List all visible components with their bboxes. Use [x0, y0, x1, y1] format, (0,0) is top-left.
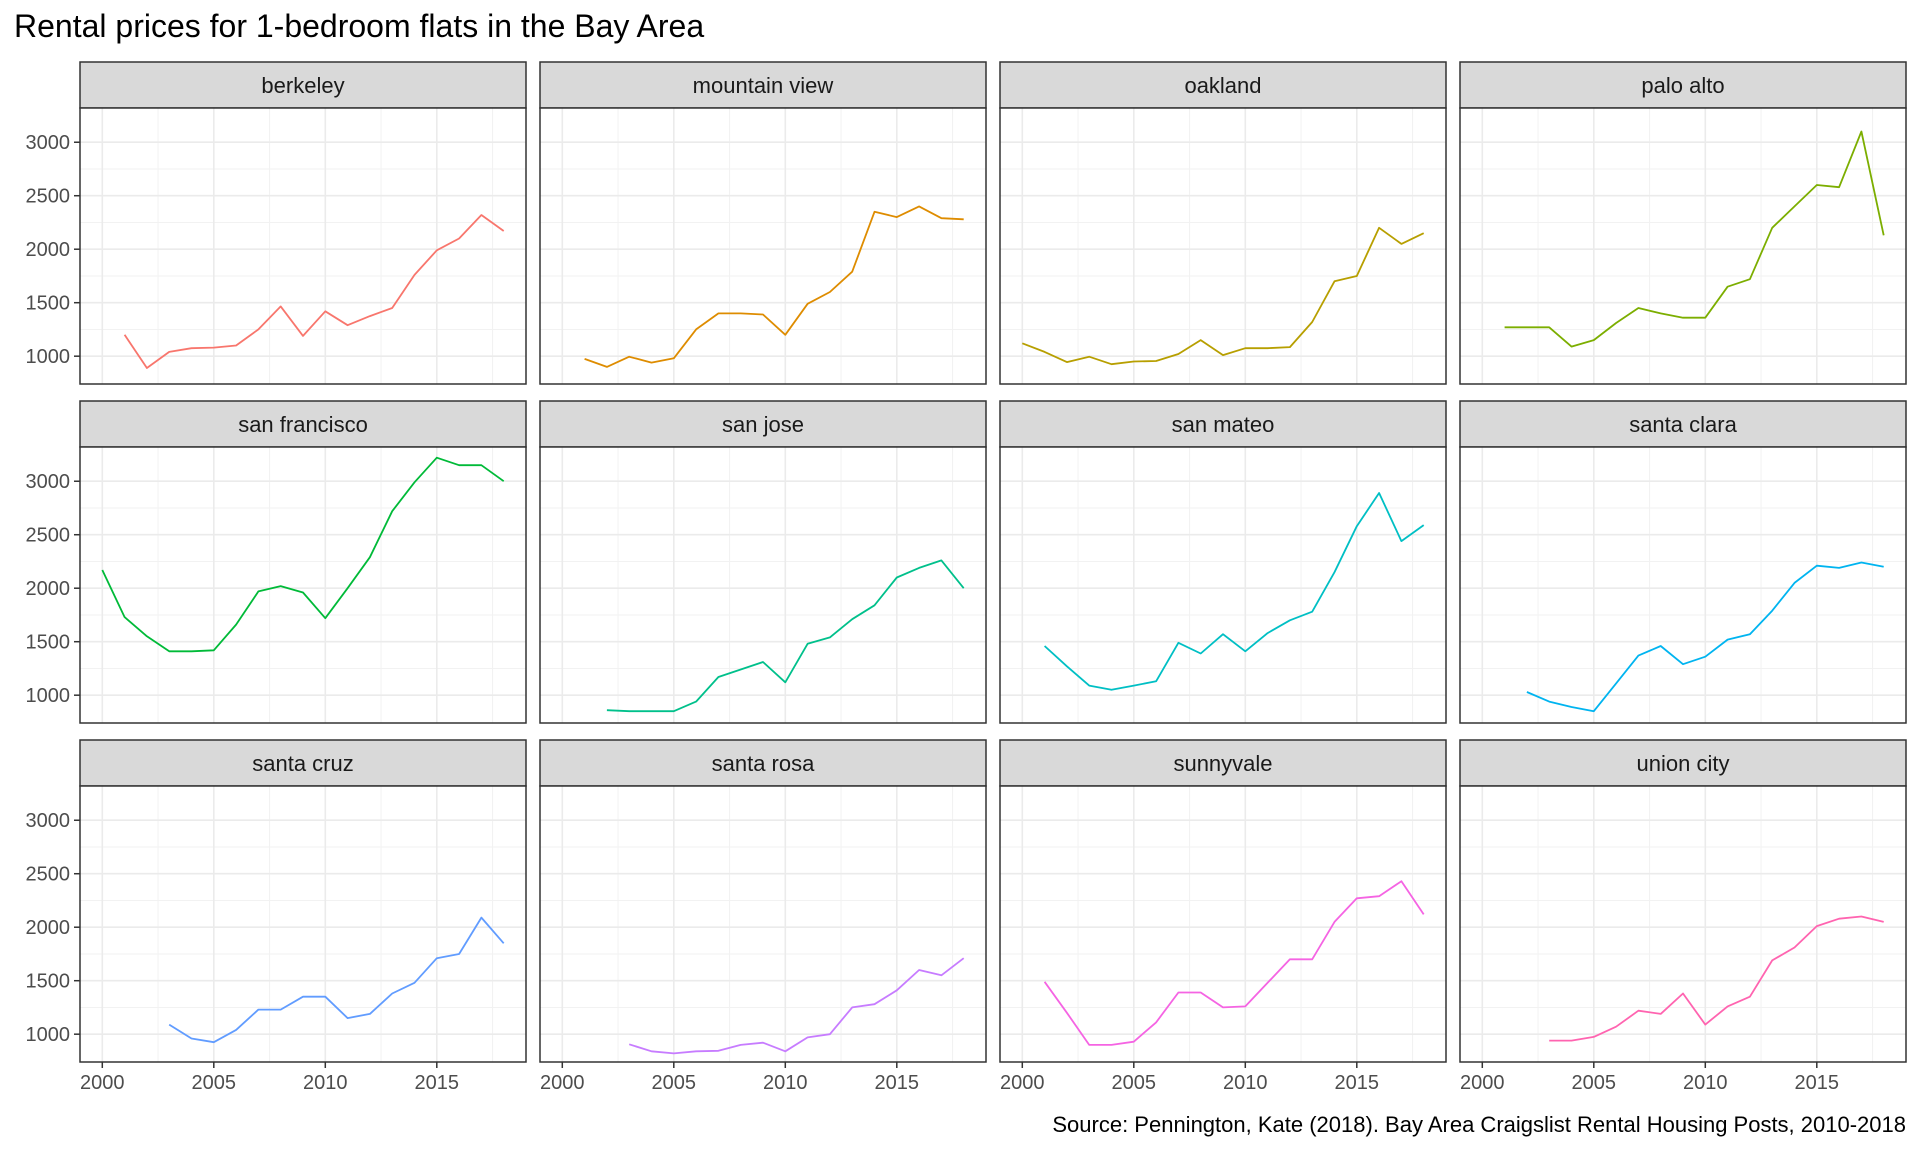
- series-line-santa-cruz: [168, 916, 505, 1044]
- chart-title: Rental prices for 1-bedroom flats in the…: [14, 8, 705, 44]
- panel-border: [79, 785, 527, 1063]
- chart-caption: Source: Pennington, Kate (2018). Bay Are…: [1052, 1112, 1906, 1137]
- facet-strip-santa-clara: [1459, 400, 1907, 448]
- y-tick-label: 2500: [26, 525, 71, 547]
- y-tick-label: 1500: [26, 293, 71, 315]
- y-tick-label: 1500: [26, 632, 71, 654]
- panel-background: [540, 447, 986, 723]
- panel-background: [1460, 447, 1906, 723]
- x-tick-label: 2005: [1572, 1072, 1617, 1094]
- facet-strip-label: palo alto: [1641, 73, 1724, 98]
- facet-strip-san-jose: [539, 400, 987, 448]
- facet-strip-label: santa rosa: [712, 751, 815, 776]
- series-line-san-mateo: [1043, 492, 1425, 691]
- panel-border: [79, 107, 527, 385]
- series-line-san-jose: [606, 559, 965, 713]
- panel-background: [540, 108, 986, 384]
- panel-border: [79, 446, 527, 724]
- y-tick-label: 1000: [26, 346, 71, 368]
- facet-strip-mountain-view: [539, 61, 987, 109]
- y-tick-label: 2500: [26, 864, 71, 886]
- y-tick-label: 1500: [26, 971, 71, 993]
- facet-strip-santa-cruz: [79, 739, 527, 787]
- panel-border: [1459, 107, 1907, 385]
- x-tick-label: 2005: [652, 1072, 697, 1094]
- y-tick-label: 1000: [26, 685, 71, 707]
- x-tick-label: 2005: [192, 1072, 237, 1094]
- facet-strip-label: berkeley: [261, 73, 344, 98]
- panel-background: [1000, 786, 1446, 1062]
- x-tick-label: 2010: [303, 1072, 348, 1094]
- y-tick-label: 3000: [26, 471, 71, 493]
- panel-background: [80, 786, 526, 1062]
- x-tick-label: 2000: [1460, 1072, 1505, 1094]
- panel-border: [539, 785, 987, 1063]
- panel-background: [80, 447, 526, 723]
- facet-strip-santa-rosa: [539, 739, 987, 787]
- x-tick-label: 2000: [1000, 1072, 1045, 1094]
- y-tick-label: 2000: [26, 239, 71, 261]
- facet-strip-label: mountain view: [693, 73, 834, 98]
- y-tick-label: 2000: [26, 578, 71, 600]
- series-line-mountain-view: [584, 205, 964, 368]
- panel-background: [1460, 786, 1906, 1062]
- x-tick-label: 2015: [1335, 1072, 1380, 1094]
- panel-border: [1459, 446, 1907, 724]
- series-line-palo-alto: [1504, 130, 1885, 348]
- panel-border: [539, 446, 987, 724]
- series-line-oakland: [1021, 226, 1425, 366]
- series-line-berkeley: [123, 214, 505, 369]
- y-tick-label: 3000: [26, 132, 71, 154]
- facet-strip-label: san francisco: [238, 412, 368, 437]
- series-line-san-francisco: [101, 456, 505, 653]
- y-tick-label: 3000: [26, 810, 71, 832]
- facet-strip-berkeley: [79, 61, 527, 109]
- x-tick-label: 2005: [1112, 1072, 1157, 1094]
- facet-strip-label: union city: [1637, 751, 1730, 776]
- x-tick-label: 2010: [1683, 1072, 1728, 1094]
- y-tick-label: 2000: [26, 917, 71, 939]
- x-tick-label: 2015: [415, 1072, 460, 1094]
- panel-background: [1460, 108, 1906, 384]
- facet-strip-label: san jose: [722, 412, 804, 437]
- x-tick-label: 2015: [1795, 1072, 1840, 1094]
- facet-strip-label: oakland: [1184, 73, 1261, 98]
- facet-strip-label: sunnyvale: [1173, 751, 1272, 776]
- facet-strip-oakland: [999, 61, 1447, 109]
- panel-background: [80, 108, 526, 384]
- series-line-santa-rosa: [628, 957, 965, 1055]
- facet-strip-san-mateo: [999, 400, 1447, 448]
- series-line-union-city: [1549, 915, 1884, 1042]
- x-tick-label: 2010: [763, 1072, 808, 1094]
- x-tick-label: 2000: [80, 1072, 125, 1094]
- x-tick-label: 2010: [1223, 1072, 1268, 1094]
- facet-strip-san-francisco: [79, 400, 527, 448]
- panel-border: [999, 785, 1447, 1063]
- facet-strip-label: santa clara: [1629, 412, 1737, 437]
- panel-background: [1000, 447, 1446, 723]
- panel-border: [999, 107, 1447, 385]
- facet-strip-union-city: [1459, 739, 1907, 787]
- panel-background: [1000, 108, 1446, 384]
- facet-strip-palo-alto: [1459, 61, 1907, 109]
- y-tick-label: 1000: [26, 1024, 71, 1046]
- series-line-sunnyvale: [1043, 880, 1425, 1046]
- x-tick-label: 2000: [540, 1072, 585, 1094]
- panel-border: [1459, 785, 1907, 1063]
- facet-strip-sunnyvale: [999, 739, 1447, 787]
- facet-strip-label: san mateo: [1172, 412, 1275, 437]
- panel-background: [540, 786, 986, 1062]
- facet-strip-label: santa cruz: [252, 751, 354, 776]
- panel-border: [539, 107, 987, 385]
- y-tick-label: 2500: [26, 186, 71, 208]
- panel-border: [999, 446, 1447, 724]
- x-tick-label: 2015: [875, 1072, 920, 1094]
- series-line-santa-clara: [1526, 561, 1884, 713]
